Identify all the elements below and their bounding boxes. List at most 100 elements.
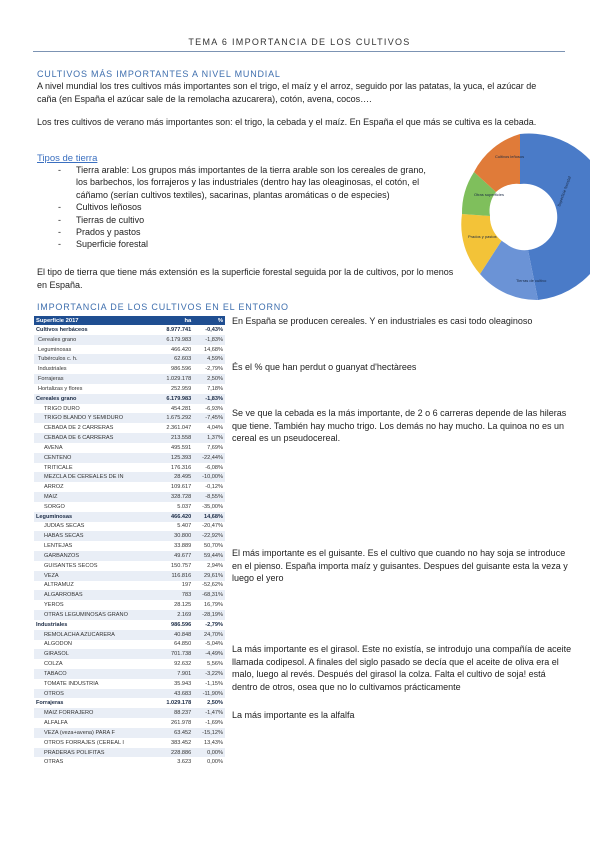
table-cell-pct: -35,00%: [202, 503, 223, 510]
table-row: Cultivos herbáceos 8.977.741 -0,43%: [34, 325, 225, 335]
table-cell-pct: -2,79%: [205, 366, 223, 373]
table-cell-pct: -6,93%: [205, 405, 223, 412]
donut-segment-otras: [480, 240, 538, 301]
table-cell-cultivo: OTRAS: [44, 759, 64, 766]
table-row: MAIZ 328.728 -8,55%: [34, 492, 225, 502]
donut-segment-forestal: [520, 133, 590, 300]
table-cell-ha: 466.420: [171, 346, 192, 353]
note-porcentaje: És el % que han perdut o guanyat d'hectà…: [232, 362, 417, 372]
table-row: Hortalizas y flores 252.959 7,18%: [34, 384, 225, 394]
table-row: Industriales 986.596 -2,79%: [34, 620, 225, 630]
donut-segment-cultivo: [474, 134, 520, 192]
table-cell-cultivo: TABACO: [34, 668, 157, 679]
table-cell-pct: 5,56%: [207, 661, 223, 668]
table-cell-ha: 5.037: [177, 503, 192, 510]
table-row: CENTENO 125.393 -22,44%: [34, 452, 225, 463]
table-cell-ha: 1.675.292: [156, 413, 194, 424]
table-row: ALTRAMUZ 197 -52,62%: [34, 581, 225, 591]
table-row: TRIGO DURO 454.281 -6,93%: [34, 404, 225, 414]
table-cell-cultivo: Cereales grano: [34, 393, 157, 404]
table-cell-cultivo: CENTENO: [34, 452, 157, 463]
table-cell-cultivo: ARROZ: [44, 484, 64, 491]
table-cell-cultivo: Cereales grano: [34, 334, 157, 345]
table-cell-ha: 383.452: [171, 739, 192, 746]
table-header-cultivo: Superficie 2017: [34, 316, 157, 325]
table-cell-ha: 92.632: [174, 661, 192, 668]
table-cell-ha: 49.677: [156, 551, 194, 561]
table-row: OTROS FORRAJES (CEREAL I 383.452 13,43%: [34, 738, 225, 748]
table-cell-cultivo: Forrajeras: [34, 374, 157, 384]
table-cell-cultivo: TRIGO BLANDO Y SEMIDURO: [34, 413, 157, 424]
table-cell-ha: 150.757: [171, 562, 192, 569]
table-cell-ha: 30.800: [156, 531, 194, 542]
tipos-de-tierra-link[interactable]: Tipos de tierra: [37, 153, 98, 164]
note-cebada: Se ve que la cebada es la más importante…: [232, 408, 567, 444]
table-cell-pct: -52,62%: [202, 582, 223, 589]
section-title-entorno: IMPORTANCIA DE LOS CULTIVOS EN EL ENTORN…: [37, 302, 289, 312]
table-row: TRITICALE 176.316 -6,08%: [34, 463, 225, 473]
table-row: Forrajeras 1.029.178 2,50%: [34, 698, 225, 708]
table-row: ARROZ 109.617 -0,12%: [34, 482, 225, 492]
table-cell-cultivo: Forrajeras: [36, 700, 64, 707]
table-cell-ha: 6.179.983: [156, 334, 194, 345]
table-row: MAIZ FORRAJERO 88.237 -1,47%: [34, 708, 225, 719]
table-cell-ha: 33.889: [174, 543, 192, 550]
table-cell-ha: 40.848: [156, 629, 194, 640]
paragraph-mundial: A nivel mundial los tres cultivos más im…: [37, 81, 537, 104]
table-row: MEZCLA DE CEREALES DE IN 28.495 -10,00%: [34, 472, 225, 483]
table-row: GARBANZOS 49.677 59,44%: [34, 551, 225, 561]
table-cell-ha: 43.683: [156, 688, 194, 699]
table-cell-pct: 2,94%: [207, 562, 223, 569]
table-row: ALFALFA 261.978 -1,69%: [34, 718, 225, 728]
table-cell-ha: 176.316: [171, 464, 192, 471]
table-cell-cultivo: OTROS FORRAJES (CEREAL I: [44, 739, 124, 746]
table-cell-ha: 2.361.047: [166, 425, 192, 432]
table-cell-cultivo: Leguminosas: [38, 346, 72, 353]
table-cell-pct: -1,69%: [205, 720, 223, 727]
table-row: SORGO 5.037 -35,00%: [34, 502, 225, 512]
table-cell-pct: -2,79%: [205, 621, 223, 628]
paragraph-extension: El tipo de tierra que tiene más extensió…: [37, 267, 454, 290]
donut-label-tierras: Tierras de cultivo: [516, 278, 547, 283]
table-cell-cultivo: Industriales: [36, 621, 68, 628]
table-cell-cultivo: JUDIAS SECAS: [44, 523, 85, 530]
table-row: Leguminosas 466.420 14,68%: [34, 511, 225, 522]
table-cell-cultivo: GUISANTES SECOS: [44, 562, 98, 569]
table-row: CEBADA DE 2 CARRERAS 2.361.047 4,04%: [34, 423, 225, 433]
table-cell-pct: -1,83%: [193, 393, 225, 404]
table-cell-cultivo: GIRASOL: [34, 649, 157, 660]
paragraph-verano: Los tres cultivos de verano más importan…: [37, 117, 537, 127]
table-cell-pct: -68,31%: [193, 590, 225, 601]
table-cell-ha: 3.623: [177, 759, 192, 766]
table-cell-pct: 4,04%: [207, 425, 223, 432]
table-cell-ha: 228.886: [156, 747, 194, 758]
table-cell-ha: 8.977.741: [166, 326, 192, 333]
table-cell-pct: 16,79%: [204, 602, 223, 609]
table-cell-cultivo: PRADERAS POLIFITAS: [34, 747, 157, 758]
donut-segment-prados: [461, 214, 502, 274]
table-cell-pct: -1,47%: [193, 708, 225, 719]
table-cell-pct: -20,47%: [202, 523, 223, 530]
header-rule: [33, 51, 565, 52]
table-cell-cultivo: Hortalizas y flores: [38, 385, 83, 392]
table-cell-cultivo: ALFALFA: [44, 720, 68, 727]
table-cell-ha: 783: [156, 590, 194, 601]
table-row: JUDIAS SECAS 5.407 -20,47%: [34, 522, 225, 532]
table-cell-pct: 2,50%: [207, 700, 223, 707]
table-cell-cultivo: TOMATE INDUSTRIA: [44, 680, 99, 687]
table-cell-ha: 116.816: [156, 570, 194, 581]
table-cell-ha: 125.393: [156, 452, 194, 463]
table-row: Forrajeras 1.029.178 2,50%: [34, 374, 225, 384]
table-cell-pct: 50,70%: [204, 543, 223, 550]
table-row: HABAS SECAS 30.800 -22,92%: [34, 531, 225, 542]
table-row: VEZA 116.816 29,61%: [34, 570, 225, 581]
table-cell-pct: 59,44%: [193, 551, 225, 561]
table-cell-cultivo: Industriales: [38, 366, 67, 373]
table-row: TOMATE INDUSTRIA 35.943 -1,15%: [34, 679, 225, 689]
table-cell-ha: 2.169: [156, 610, 194, 620]
table-cell-pct: -22,92%: [193, 531, 225, 542]
table-cell-pct: 2,50%: [193, 374, 225, 384]
tipos-de-tierra-list: Tierra arable: Los grupos más importante…: [52, 164, 427, 251]
table-cell-cultivo: GARBANZOS: [34, 551, 157, 561]
table-cell-cultivo: ALGARROBAS: [34, 590, 157, 601]
